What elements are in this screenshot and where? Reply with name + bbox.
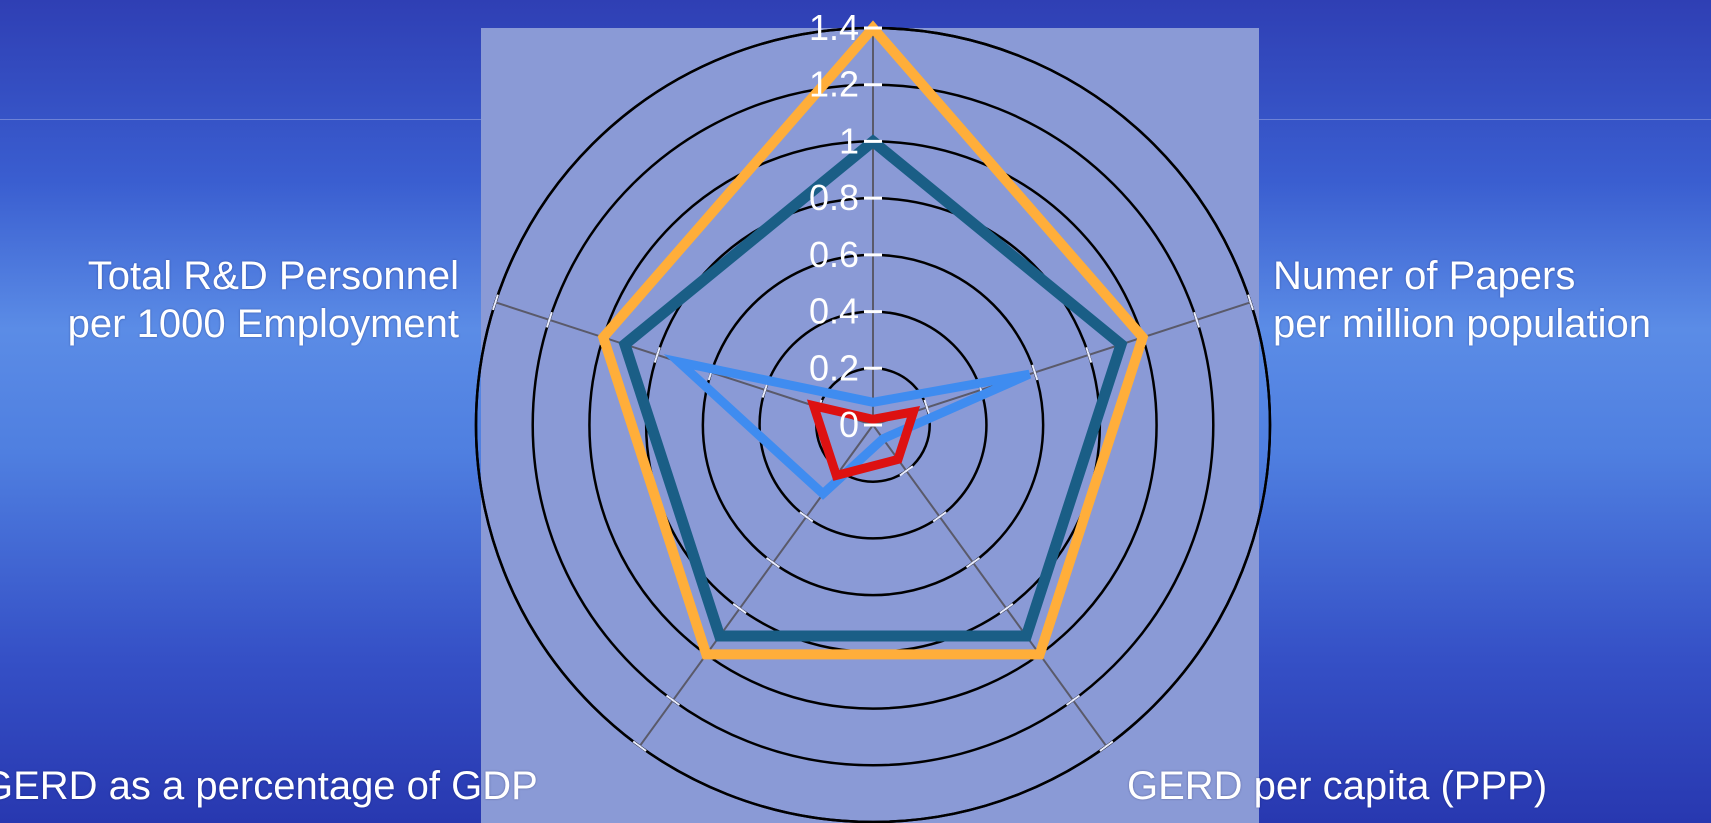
radial-tick-label: 0.2 [809,347,859,388]
axis-label-papers-line1: Numer of Papers [1273,254,1576,298]
spoke-tick-mark [932,511,947,523]
spoke-tick-mark [899,465,914,477]
radial-tick-label: 0.6 [809,234,859,275]
axis-label-personnel-line1: Total R&D Personnel [87,254,459,298]
spoke-tick-mark [653,346,661,363]
axis-label-personnel-line2: per 1000 Employment [67,302,459,346]
series-polygon-1 [597,20,1149,660]
spoke-tick-mark [999,603,1014,615]
axis-label-personnel: Total R&D Personnel per 1000 Employment [68,252,459,348]
spoke-tick-mark [765,557,781,569]
spoke-tick-mark [732,603,747,615]
radial-tick-label: 1 [839,120,859,161]
spoke-tick-mark [965,557,981,569]
spoke-tick-mark [632,740,647,752]
axis-label-papers: Numer of Papers per million population [1273,252,1651,348]
axis-label-gerd-pct-gdp: GERD as a percentage of GDP [0,764,538,808]
axis-label-gerd-per-capita: GERD per capita (PPP) [1127,764,1548,808]
spoke-tick-mark [1099,740,1114,752]
spoke-tick-mark [761,382,769,398]
spoke-tick-mark [923,399,931,416]
radial-tick-label: 0 [839,404,859,445]
series-polygon-4 [806,399,921,481]
spoke-papers [872,301,1251,426]
radial-tick-label: 0.4 [809,291,859,332]
spoke-tick-mark [665,694,681,706]
spoke-gerd_per_capita [872,424,1108,747]
series-polygon-3 [663,354,1032,500]
spoke-tick-mark [492,294,499,311]
spoke-tick-mark [1193,311,1201,328]
radial-tick-label: 1.4 [809,7,859,48]
spoke-tick-mark [799,511,814,523]
spoke-tick-mark [1065,694,1081,706]
radial-tick-label: 1.2 [809,64,859,105]
spoke-tick-mark [545,311,553,328]
spoke-tick-mark [1085,346,1093,363]
radial-tick-label: 0.8 [809,177,859,218]
axis-label-papers-line2: per million population [1273,302,1652,346]
series-polygon-2 [618,134,1128,642]
spoke-tick-mark [1031,364,1039,381]
spoke-tick-mark [1247,294,1254,311]
